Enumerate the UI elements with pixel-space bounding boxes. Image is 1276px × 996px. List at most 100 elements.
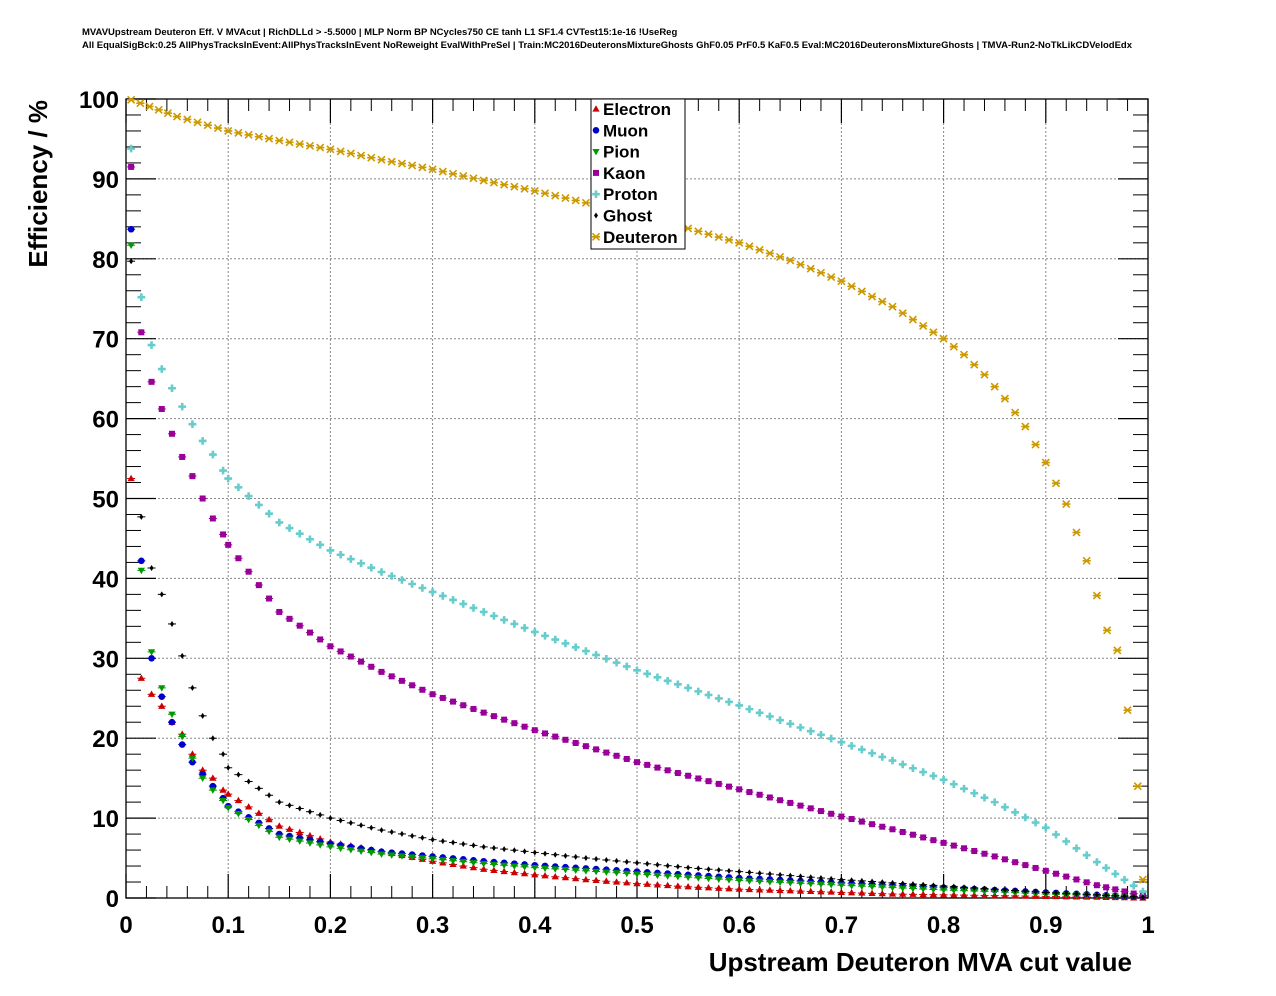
data-point	[888, 885, 897, 892]
data-point	[960, 888, 968, 895]
data-point	[246, 778, 251, 785]
data-point	[439, 857, 447, 864]
data-point	[1022, 862, 1029, 869]
data-point	[982, 885, 987, 892]
data-point	[389, 829, 394, 836]
data-point	[787, 799, 794, 806]
data-point	[664, 881, 672, 889]
data-point	[398, 576, 406, 584]
data-point	[562, 736, 569, 743]
data-point	[450, 698, 457, 705]
data-point	[510, 868, 518, 876]
data-point	[664, 873, 672, 880]
data-point	[899, 890, 907, 897]
data-point	[931, 882, 936, 889]
data-point	[552, 733, 559, 740]
data-point	[653, 872, 662, 880]
data-point	[285, 138, 294, 147]
data-point	[633, 871, 641, 878]
data-point	[220, 531, 227, 538]
data-point	[147, 690, 156, 697]
x-tick-label: 0.9	[1029, 912, 1062, 939]
data-point	[317, 636, 324, 643]
data-point	[180, 652, 185, 659]
data-point	[531, 727, 538, 734]
data-point	[1133, 782, 1142, 791]
data-point	[377, 568, 386, 576]
data-point	[520, 864, 529, 871]
data-point	[157, 365, 166, 373]
tick-labels: 0 0.1 0.2 0.3 0.4 0.5 0.6 0.7 0.8 0.9 101020304050…	[79, 87, 1155, 939]
legend-marker	[592, 190, 600, 198]
data-point	[265, 828, 273, 836]
data-point	[829, 875, 834, 882]
data-point	[888, 756, 897, 765]
data-point	[858, 818, 865, 825]
data-point	[439, 592, 447, 600]
data-point	[1001, 803, 1009, 812]
data-point	[838, 813, 845, 820]
data-point	[582, 868, 590, 875]
data-point	[429, 856, 437, 863]
data-point	[369, 824, 374, 831]
data-point	[480, 865, 488, 872]
data-point	[199, 775, 207, 782]
data-point	[1073, 876, 1080, 883]
data-point	[634, 759, 640, 766]
data-point	[888, 890, 897, 897]
data-point	[868, 884, 876, 891]
data-point	[234, 128, 243, 137]
data-point	[1054, 889, 1059, 896]
data-point	[950, 842, 957, 849]
data-point	[655, 861, 660, 868]
data-point	[929, 772, 938, 780]
data-point	[551, 872, 559, 880]
data-point	[551, 635, 560, 644]
data-point	[970, 360, 979, 369]
data-point	[159, 591, 164, 598]
data-point	[209, 450, 217, 459]
data-point	[471, 842, 476, 849]
data-point	[469, 863, 478, 871]
data-point	[796, 880, 805, 888]
legend-marker	[593, 169, 599, 176]
data-point	[745, 878, 754, 885]
data-point	[919, 886, 927, 893]
x-axis-title: Upstream Deuteron MVA cut value	[709, 947, 1132, 977]
data-point	[420, 834, 425, 841]
data-point	[561, 639, 570, 648]
data-point	[500, 616, 508, 624]
data-point	[245, 568, 252, 575]
data-point	[571, 196, 580, 205]
legend-marker	[594, 212, 598, 219]
data-point	[848, 816, 855, 823]
series-ghost	[127, 258, 1147, 901]
data-point	[245, 816, 253, 824]
data-point	[807, 805, 814, 812]
data-point	[602, 877, 610, 884]
data-point	[561, 866, 570, 874]
data-point	[520, 869, 529, 877]
data-point	[500, 180, 509, 189]
data-point	[837, 882, 845, 890]
data-point	[296, 622, 303, 629]
data-point	[665, 862, 670, 869]
data-point	[199, 766, 207, 773]
y-tick-label: 0	[106, 886, 119, 913]
x-tick-label: 1	[1141, 912, 1154, 939]
data-point	[275, 518, 284, 527]
data-point	[1043, 889, 1048, 896]
data-point	[479, 608, 488, 616]
data-point	[336, 147, 345, 156]
data-point	[837, 277, 846, 286]
y-tick-label: 70	[92, 327, 119, 354]
data-point	[169, 620, 174, 627]
data-point	[1104, 892, 1109, 899]
data-point	[520, 184, 529, 193]
data-point	[563, 852, 568, 859]
data-point	[295, 529, 304, 538]
data-point	[839, 876, 844, 883]
data-point	[644, 761, 651, 768]
data-point	[766, 886, 774, 893]
